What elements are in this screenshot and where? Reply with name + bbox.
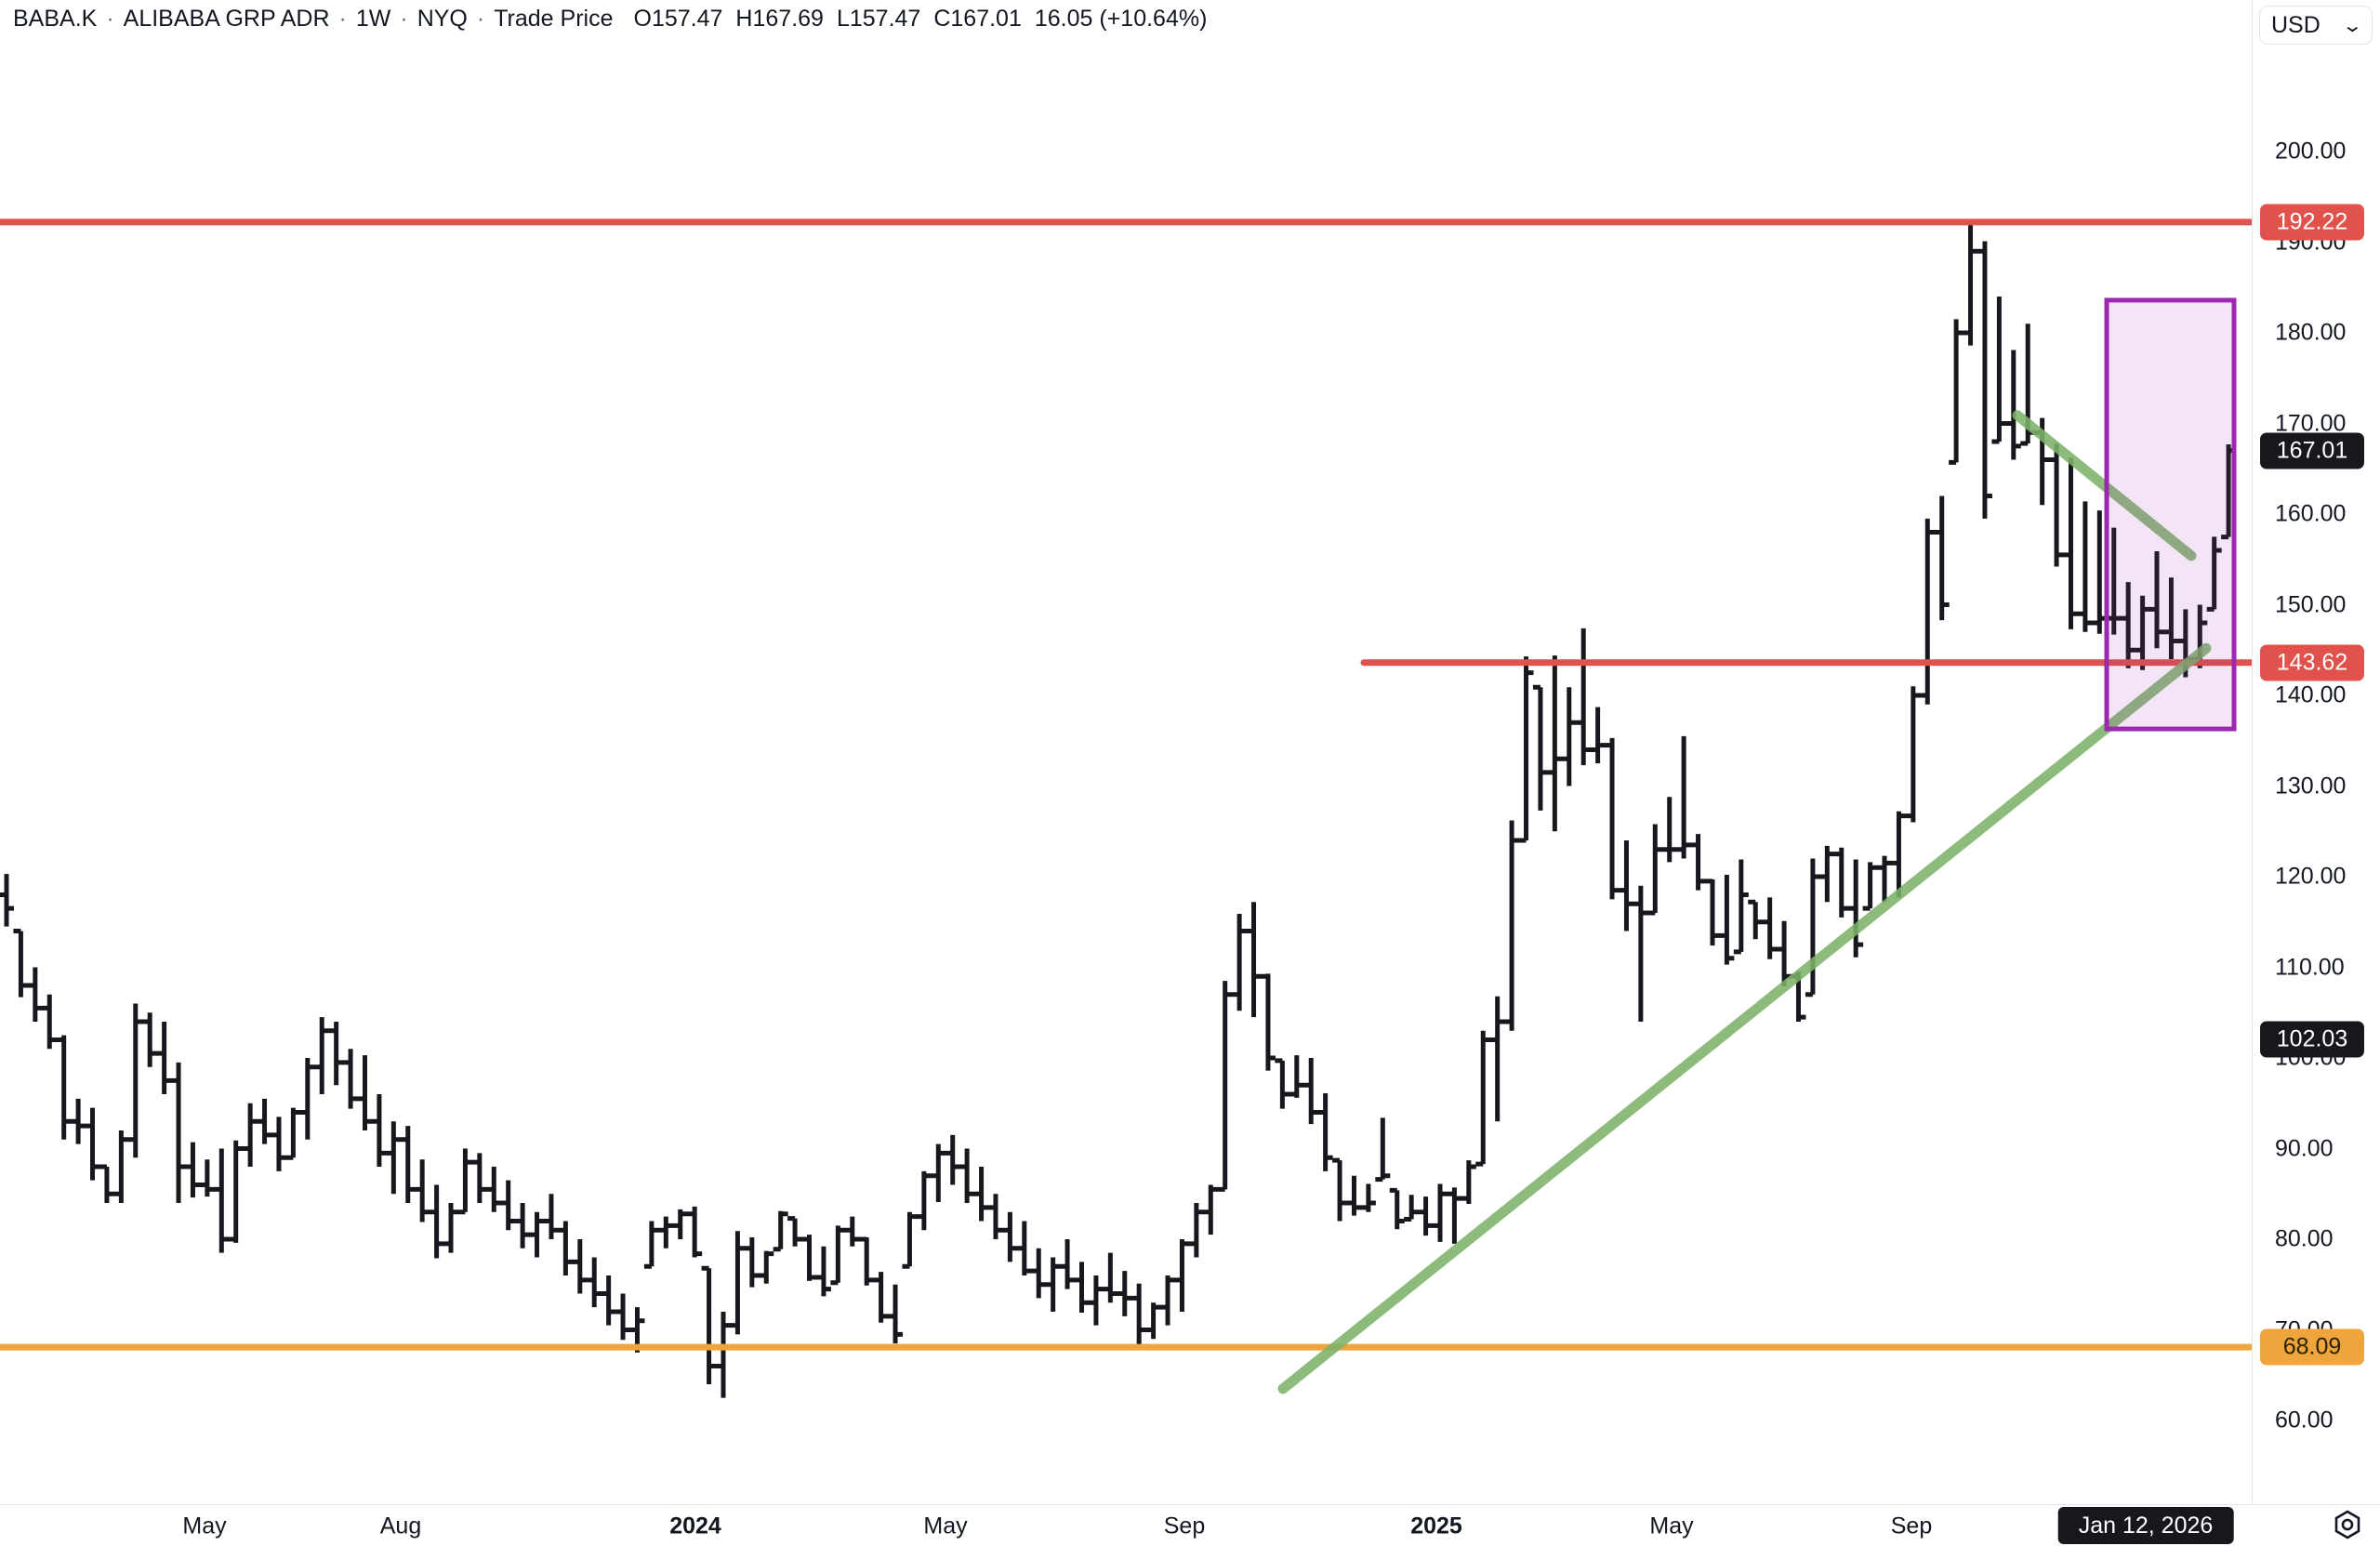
price-tick-label: 60.00 (2275, 1407, 2334, 1434)
price-tick-label: 110.00 (2275, 954, 2345, 980)
separator: · (400, 5, 408, 32)
symbol-header: BABA.K · ALIBABA GRP ADR · 1W · NYQ · Tr… (13, 4, 1220, 33)
time-tick-label: 2024 (669, 1513, 721, 1539)
time-tick-label: May (923, 1513, 968, 1539)
price-tick-label: 180.00 (2275, 319, 2347, 346)
currency-selector[interactable]: USD ⌄ (2259, 6, 2373, 45)
price-badge-68-09: 68.09 (2260, 1328, 2364, 1366)
last-bar-date-badge: Jan 12, 2026 (2057, 1507, 2234, 1544)
price-badge-143-62: 143.62 (2260, 644, 2364, 681)
price-tick-label: 80.00 (2275, 1225, 2334, 1252)
axis-settings-button[interactable] (2328, 1507, 2367, 1542)
interval-label[interactable]: 1W (355, 5, 391, 32)
price-tick-label: 150.00 (2275, 591, 2347, 617)
separator: · (476, 5, 485, 32)
price-badge-192-22: 192.22 (2260, 204, 2364, 241)
settings-icon (2334, 1510, 2360, 1539)
highlight-zone (2104, 297, 2237, 732)
price-tick-label: 160.00 (2275, 500, 2347, 527)
separator: · (338, 5, 347, 32)
time-tick-label: May (182, 1513, 227, 1539)
time-axis[interactable]: Jan 12, 2026 May Aug 2024 May Sep 2025 May Sep (0, 1504, 2380, 1546)
price-badge-167-01: 167.01 (2260, 432, 2364, 469)
symbol-description: ALIBABA GRP ADR (123, 5, 330, 32)
currency-label: USD (2271, 11, 2320, 38)
price-tick-label: 90.00 (2275, 1135, 2334, 1161)
time-tick-label: 2025 (1410, 1513, 1462, 1539)
price-tick-label: 170.00 (2275, 410, 2347, 436)
ohlc-bars (0, 222, 2237, 1398)
price-tick-label: 130.00 (2275, 773, 2347, 799)
separator: · (106, 5, 114, 32)
close-value: C167.01 (933, 5, 1022, 32)
price-badge-102-03: 102.03 (2260, 1021, 2364, 1058)
price-tick-label: 120.00 (2275, 863, 2347, 890)
time-tick-label: Aug (379, 1513, 422, 1539)
chevron-down-icon: ⌄ (2341, 15, 2364, 36)
price-tick-label: 200.00 (2275, 138, 2347, 165)
price-axis[interactable]: 200.00 190.00 180.00 170.00 160.00 150.00 140.… (2252, 0, 2380, 1504)
symbol-name[interactable]: BABA.K (13, 5, 98, 32)
ascending-trendline (1277, 642, 2212, 1394)
low-value: L157.47 (836, 5, 921, 32)
time-tick-label: May (1649, 1513, 1694, 1539)
price-chart-canvas[interactable] (0, 0, 2252, 1546)
change-value: 16.05 (+10.64%) (1034, 5, 1208, 32)
time-tick-label: Sep (1890, 1513, 1933, 1539)
series-type-label: Trade Price (494, 5, 614, 32)
price-tick-label: 140.00 (2275, 681, 2347, 708)
exchange-label: NYQ (416, 5, 468, 32)
time-tick-label: Sep (1163, 1513, 1206, 1539)
high-value: H167.69 (735, 5, 824, 32)
open-value: O157.47 (633, 5, 723, 32)
